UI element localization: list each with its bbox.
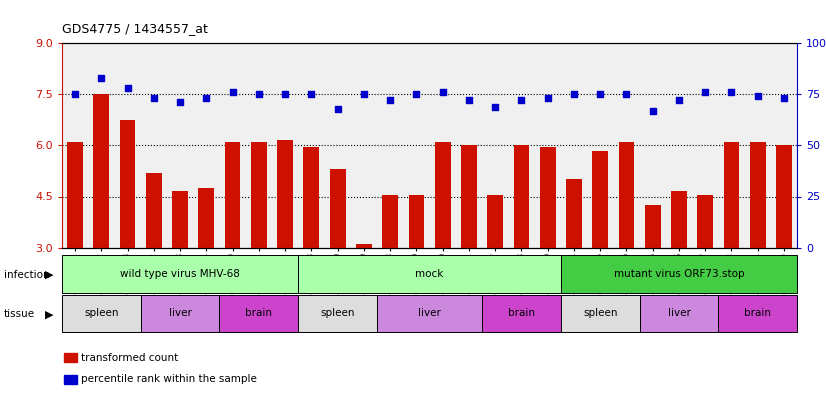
- Text: tissue: tissue: [4, 309, 36, 320]
- Bar: [278, 140, 293, 248]
- Point: [436, 89, 449, 95]
- Bar: [172, 191, 188, 248]
- Point: [463, 97, 476, 104]
- Point: [620, 91, 633, 97]
- Bar: [461, 145, 477, 248]
- Text: ▶: ▶: [45, 309, 54, 320]
- Point: [121, 85, 134, 91]
- Point: [777, 95, 790, 101]
- Text: spleen: spleen: [583, 309, 617, 318]
- Bar: [120, 120, 135, 248]
- Point: [515, 97, 528, 104]
- Point: [331, 105, 344, 112]
- Bar: [592, 151, 608, 248]
- Bar: [67, 142, 83, 248]
- Text: liver: liver: [169, 309, 192, 318]
- Point: [383, 97, 396, 104]
- Point: [672, 97, 686, 104]
- Bar: [409, 195, 425, 248]
- Bar: [671, 191, 687, 248]
- Point: [95, 75, 108, 81]
- Text: liver: liver: [418, 309, 441, 318]
- Bar: [776, 145, 792, 248]
- Bar: [140, 295, 220, 332]
- Point: [252, 91, 265, 97]
- Bar: [356, 244, 372, 248]
- Bar: [724, 142, 739, 248]
- Bar: [303, 147, 319, 248]
- Text: ▶: ▶: [45, 270, 54, 280]
- Bar: [514, 145, 529, 248]
- Point: [278, 91, 292, 97]
- Bar: [566, 180, 582, 248]
- Text: transformed count: transformed count: [81, 353, 178, 363]
- Bar: [561, 295, 639, 332]
- Bar: [561, 255, 797, 293]
- Text: wild type virus MHV-68: wild type virus MHV-68: [120, 269, 240, 279]
- Point: [594, 91, 607, 97]
- Text: spleen: spleen: [84, 309, 119, 318]
- Point: [410, 91, 423, 97]
- Text: brain: brain: [245, 309, 273, 318]
- Text: infection: infection: [4, 270, 50, 280]
- Point: [488, 103, 501, 110]
- Bar: [377, 295, 482, 332]
- Point: [305, 91, 318, 97]
- Text: mutant virus ORF73.stop: mutant virus ORF73.stop: [614, 269, 744, 279]
- Bar: [540, 147, 556, 248]
- Text: spleen: spleen: [320, 309, 355, 318]
- Bar: [330, 169, 345, 248]
- Point: [226, 89, 240, 95]
- Point: [751, 93, 764, 99]
- Bar: [697, 195, 713, 248]
- Bar: [298, 255, 561, 293]
- Bar: [62, 295, 140, 332]
- Point: [567, 91, 581, 97]
- Point: [646, 108, 659, 114]
- Bar: [482, 295, 561, 332]
- Point: [69, 91, 82, 97]
- Bar: [487, 195, 503, 248]
- Point: [541, 95, 554, 101]
- Text: brain: brain: [508, 309, 535, 318]
- Bar: [645, 205, 661, 248]
- Point: [147, 95, 160, 101]
- Point: [200, 95, 213, 101]
- Bar: [251, 142, 267, 248]
- Text: GDS4775 / 1434557_at: GDS4775 / 1434557_at: [62, 22, 208, 35]
- Text: percentile rank within the sample: percentile rank within the sample: [81, 374, 257, 384]
- Bar: [198, 188, 214, 248]
- Point: [725, 89, 738, 95]
- Point: [173, 99, 187, 106]
- Point: [699, 89, 712, 95]
- Bar: [225, 142, 240, 248]
- Bar: [619, 142, 634, 248]
- Text: liver: liver: [667, 309, 691, 318]
- Bar: [146, 173, 162, 248]
- Bar: [220, 295, 298, 332]
- Bar: [719, 295, 797, 332]
- Text: mock: mock: [415, 269, 444, 279]
- Bar: [382, 195, 398, 248]
- Bar: [639, 295, 719, 332]
- Bar: [750, 142, 766, 248]
- Text: brain: brain: [744, 309, 771, 318]
- Bar: [434, 142, 450, 248]
- Bar: [62, 255, 298, 293]
- Bar: [298, 295, 377, 332]
- Bar: [93, 94, 109, 248]
- Point: [358, 91, 371, 97]
